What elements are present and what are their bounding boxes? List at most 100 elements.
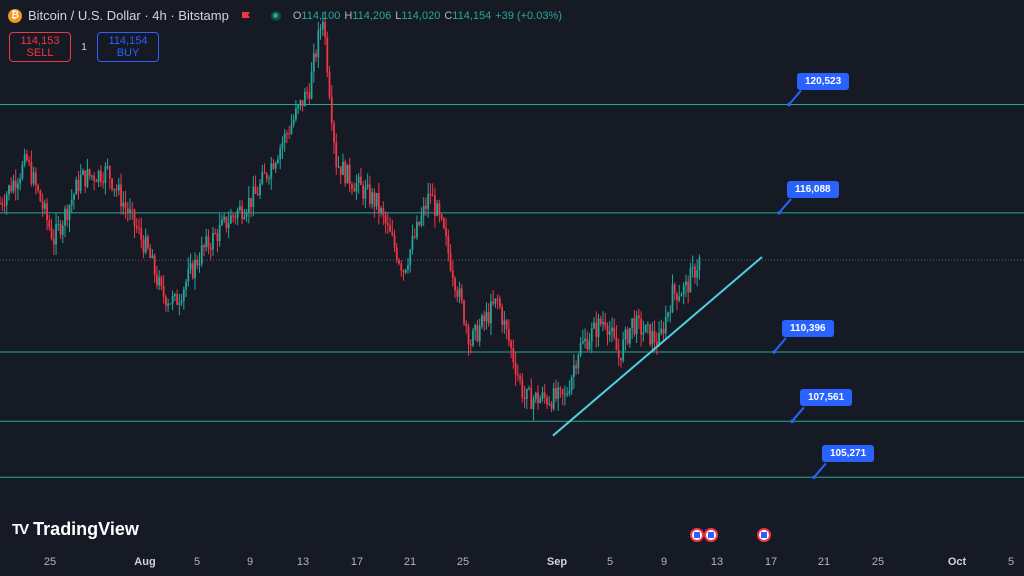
candle-body [124,202,127,208]
level-price-label[interactable]: 105,271 [822,445,875,463]
candle-body [77,179,80,192]
candle-body [312,53,315,72]
candle-body [685,281,687,286]
candle-body [73,194,75,200]
candle-body [142,239,145,253]
candle-body [570,377,573,391]
candle-body [438,203,441,215]
candle-body [422,205,425,216]
candle-body [557,387,560,399]
candle-body [431,195,434,197]
candle-body [330,96,333,124]
candle-body [185,281,187,290]
label-anchor-dot [772,350,776,354]
candle-body [153,255,156,275]
symbol-title[interactable]: Bitcoin / U.S. Dollar · 4h · Bitstamp [28,8,229,23]
candle-body [288,133,291,135]
chart-header: ₿ Bitcoin / U.S. Dollar · 4h · Bitstamp … [8,8,562,23]
low-value: 114,020 [401,9,441,22]
x-axis-tick-label: 25 [871,556,885,568]
candle-body [658,332,660,346]
buy-button[interactable]: 114,154 BUY [97,32,159,62]
candle-body [559,387,562,390]
us-flag-event-icon[interactable] [704,528,718,542]
candle-body [510,341,512,349]
candle-body [530,387,533,410]
candle-body [382,208,385,215]
candle-body [108,166,111,179]
candle-body [221,219,223,225]
spread-value: 1 [81,41,87,53]
candle-body [498,298,501,308]
level-price-label[interactable]: 120,523 [797,72,850,90]
candle-body [19,178,22,184]
candle-body [447,235,450,254]
candle-body [333,123,335,143]
x-axis-tick-label: 13 [296,556,310,568]
candle-body [673,284,676,294]
candle-body [86,169,89,187]
candle-body [539,398,542,403]
candle-body [292,119,295,125]
candle-body [474,324,477,331]
sell-button[interactable]: 114,153 SELL [9,32,71,62]
candle-body [442,218,445,229]
candle-body [653,331,656,343]
candle-body [436,203,439,216]
level-price-label[interactable]: 107,561 [800,389,853,407]
candle-body [151,255,154,259]
candle-body [597,318,600,338]
candle-body [82,170,84,175]
candle-body [212,233,214,250]
candle-body [375,192,378,207]
open-value: 114,100 [301,9,341,22]
candle-body [460,288,463,301]
candle-body [37,185,40,191]
candle-body [546,397,548,405]
candle-body [377,192,380,213]
candle-body [198,263,201,266]
candle-body [568,390,571,394]
us-flag-event-icon[interactable] [757,528,771,542]
us-flag-event-icon[interactable] [690,528,704,542]
candle-body [295,108,297,120]
candle-body [259,183,261,196]
candle-body [203,245,205,248]
candle-body [52,238,55,245]
candle-body [39,190,42,202]
tradingview-logo[interactable]: TV TradingView [12,519,139,540]
candle-body [173,294,176,297]
candle-body [182,289,185,301]
candle-body [371,192,374,204]
x-axis-tick-label: 21 [817,556,831,568]
candle-body [640,318,643,335]
candle-body [687,281,690,293]
level-price-label[interactable]: 110,396 [782,320,834,338]
candle-body [483,315,486,322]
candle-body [555,388,557,399]
candle-body [348,164,351,185]
candle-body [678,296,681,301]
flag-icon[interactable] [241,11,251,21]
candle-body [277,159,279,164]
candle-body [366,184,369,187]
candle-body [160,277,163,287]
x-axis-tick-label: 9 [246,556,254,568]
candle-body [14,180,17,189]
candle-body [21,164,24,179]
candle-body [117,184,120,191]
candle-body [637,315,640,319]
candle-body [440,214,443,219]
level-price-label[interactable]: 116,088 [787,180,839,198]
candle-body [113,188,116,190]
candle-body [171,296,174,304]
candle-body [550,403,553,409]
candle-body [355,183,358,192]
candle-body [655,342,658,346]
candle-body [70,199,73,206]
candle-body [611,327,613,332]
candle-body [5,194,8,206]
candle-body [669,312,672,314]
candle-body [91,175,93,177]
